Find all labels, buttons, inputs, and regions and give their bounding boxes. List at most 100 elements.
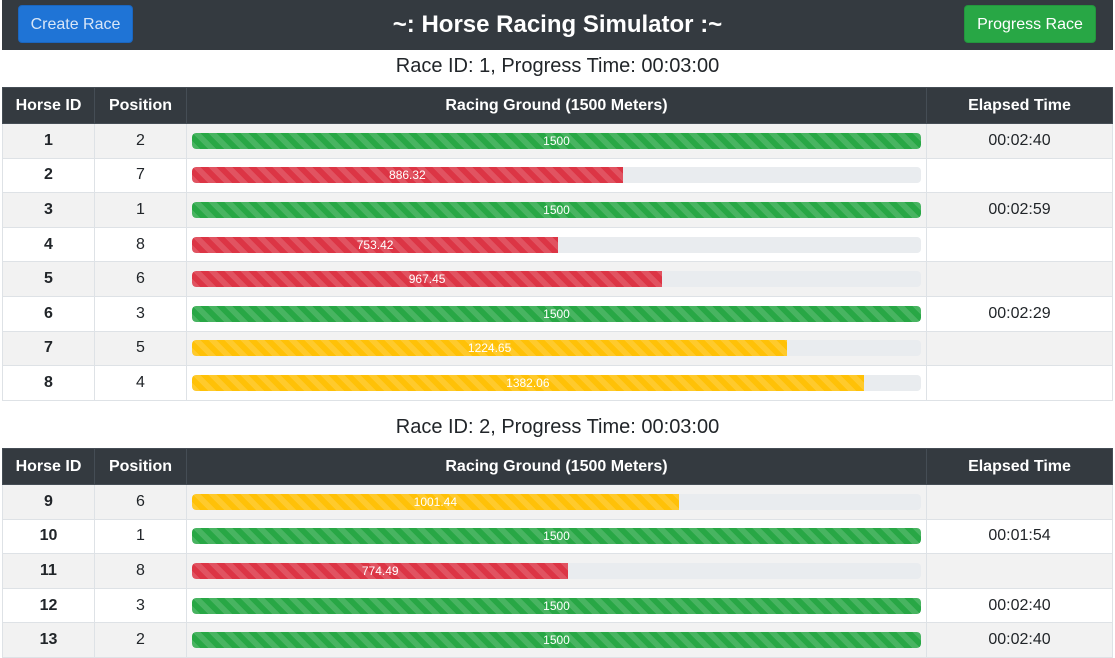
progress-track: 1224.65 [192,340,921,357]
elapsed-time-cell [926,484,1113,520]
table-row: 7 5 1224.65 [2,330,1113,367]
table-row: 9 6 1001.44 [2,484,1113,520]
col-header-horse-id: Horse ID [2,448,95,485]
racing-ground-cell: 1500 [186,295,927,332]
progress-track: 1500 [192,597,921,614]
horse-id-cell: 6 [2,295,95,332]
racing-ground-cell: 967.45 [186,261,927,297]
app-title: ~: Horse Racing Simulator :~ [392,11,723,38]
position-cell: 1 [94,518,187,555]
horse-id-cell: 12 [2,587,95,624]
elapsed-time-cell [926,553,1113,589]
col-header-racing-ground: Racing Ground (1500 Meters) [186,448,927,485]
race-2-rows: 9 6 1001.44 10 1 1500 00:01:54 11 8 774.49 12 3 1500… [2,484,1113,658]
progress-track: 967.45 [192,271,921,288]
progress-bar: 1500 [192,201,921,218]
progress-track: 1500 [192,528,921,545]
table-row: 4 8 753.42 [2,226,1113,263]
racing-ground-cell: 1224.65 [186,330,927,367]
progress-bar: 774.49 [192,562,569,579]
racing-ground-cell: 774.49 [186,553,927,589]
progress-track: 1500 [192,201,921,218]
table-row: 12 3 1500 00:02:40 [2,587,1113,624]
race-2-title: Race ID: 2, Progress Time: 00:03:00 [395,416,720,438]
race-1-title: Race ID: 1, Progress Time: 00:03:00 [395,55,720,77]
progress-track: 886.32 [192,167,921,184]
position-cell: 2 [94,123,187,159]
progress-race-button[interactable]: Progress Race [964,5,1096,43]
position-cell: 2 [94,622,187,658]
progress-track: 1382.06 [192,374,921,391]
horse-id-cell: 11 [2,553,95,589]
position-cell: 5 [94,330,187,367]
position-cell: 6 [94,261,187,297]
progress-bar: 1500 [192,528,921,545]
progress-bar: 753.42 [192,236,559,253]
progress-track: 753.42 [192,236,921,253]
racing-ground-cell: 1500 [186,123,927,159]
table-row: 3 1 1500 00:02:59 [2,192,1113,228]
progress-track: 1001.44 [192,493,921,510]
table-header-row: Horse ID Position Racing Ground (1500 Me… [2,87,1113,124]
col-header-elapsed-time: Elapsed Time [926,87,1113,124]
elapsed-time-cell [926,330,1113,367]
progress-track: 1500 [192,305,921,322]
col-header-position: Position [94,87,187,124]
elapsed-time-cell: 00:02:29 [926,295,1113,332]
progress-bar: 1382.06 [192,374,864,391]
racing-ground-cell: 1382.06 [186,365,927,401]
table-header-row: Horse ID Position Racing Ground (1500 Me… [2,448,1113,485]
position-cell: 8 [94,226,187,263]
racing-ground-cell: 753.42 [186,226,927,263]
race-2-table: Horse ID Position Racing Ground (1500 Me… [2,448,1113,658]
progress-bar: 1001.44 [192,493,679,510]
table-row: 10 1 1500 00:01:54 [2,518,1113,555]
col-header-horse-id: Horse ID [2,87,95,124]
horse-id-cell: 8 [2,365,95,401]
progress-track: 774.49 [192,562,921,579]
table-row: 13 2 1500 00:02:40 [2,622,1113,658]
racing-ground-cell: 1001.44 [186,484,927,520]
horse-id-cell: 7 [2,330,95,367]
racing-ground-cell: 1500 [186,192,927,228]
table-row: 11 8 774.49 [2,553,1113,589]
progress-bar: 1500 [192,132,921,149]
position-cell: 4 [94,365,187,401]
racing-ground-cell: 886.32 [186,157,927,194]
racing-ground-cell: 1500 [186,622,927,658]
position-cell: 1 [94,192,187,228]
progress-track: 1500 [192,132,921,149]
horse-id-cell: 13 [2,622,95,658]
position-cell: 7 [94,157,187,194]
elapsed-time-cell: 00:02:40 [926,622,1113,658]
progress-bar: 1224.65 [192,340,788,357]
top-navbar: ~: Horse Racing Simulator :~ Create Race… [2,0,1113,50]
horse-id-cell: 9 [2,484,95,520]
racing-ground-cell: 1500 [186,587,927,624]
race-1-rows: 1 2 1500 00:02:40 2 7 886.32 3 1 1500 00:02:59 4 8 75… [2,123,1113,401]
horse-id-cell: 4 [2,226,95,263]
col-header-position: Position [94,448,187,485]
elapsed-time-cell [926,365,1113,401]
progress-bar: 1500 [192,305,921,322]
create-race-button[interactable]: Create Race [18,5,133,43]
elapsed-time-cell: 00:02:40 [926,123,1113,159]
racing-ground-cell: 1500 [186,518,927,555]
horse-id-cell: 5 [2,261,95,297]
elapsed-time-cell: 00:01:54 [926,518,1113,555]
race-1-table: Horse ID Position Racing Ground (1500 Me… [2,87,1113,401]
position-cell: 3 [94,587,187,624]
elapsed-time-cell [926,261,1113,297]
elapsed-time-cell [926,157,1113,194]
table-row: 2 7 886.32 [2,157,1113,194]
horse-id-cell: 10 [2,518,95,555]
progress-bar: 1500 [192,597,921,614]
elapsed-time-cell [926,226,1113,263]
position-cell: 8 [94,553,187,589]
elapsed-time-cell: 00:02:40 [926,587,1113,624]
horse-id-cell: 2 [2,157,95,194]
table-row: 6 3 1500 00:02:29 [2,295,1113,332]
progress-bar: 967.45 [192,271,663,288]
horse-id-cell: 3 [2,192,95,228]
table-row: 5 6 967.45 [2,261,1113,297]
